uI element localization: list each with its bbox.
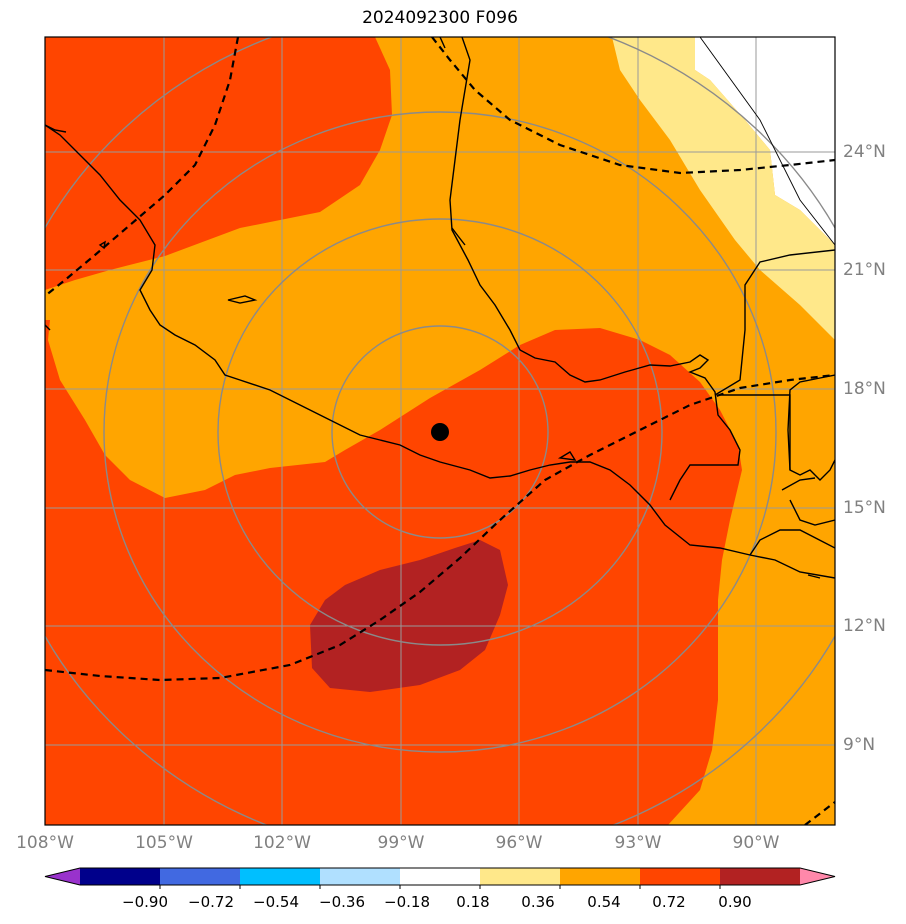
border-lines xyxy=(699,37,835,246)
map-title: 2024092300 F096 xyxy=(362,8,518,28)
colorbar-tick-label: −0.72 xyxy=(188,893,234,911)
field-036 xyxy=(612,37,835,340)
field-090 xyxy=(310,540,508,692)
colorbar-outline xyxy=(44,867,836,886)
colorbar-segment xyxy=(400,868,481,885)
colorbar-segment xyxy=(80,868,161,885)
colorbar-segment xyxy=(320,868,401,885)
colorbar-tick-label: −0.36 xyxy=(319,893,365,911)
lat-label: 18°N xyxy=(843,379,886,399)
lon-label: 99°W xyxy=(377,833,425,853)
lat-label: 15°N xyxy=(843,498,886,518)
colorbar-tick-label: −0.54 xyxy=(253,893,299,911)
map-frame xyxy=(44,36,836,826)
lat-label: 21°N xyxy=(843,260,886,280)
graticule xyxy=(45,37,835,825)
colorbar-tick-label: 0.18 xyxy=(456,893,490,911)
lon-label: 108°W xyxy=(16,833,74,853)
colorbar-extend-low xyxy=(45,868,80,885)
field-below-018 xyxy=(695,37,835,245)
colorbar-segment xyxy=(560,868,641,885)
colorbar-segment xyxy=(480,868,561,885)
lon-label: 96°W xyxy=(495,833,543,853)
colorbar-segment xyxy=(720,868,801,885)
colorbar-tick-label: 0.72 xyxy=(652,893,686,911)
lon-label: 102°W xyxy=(253,833,311,853)
lat-label: 12°N xyxy=(843,616,886,636)
range-rings xyxy=(45,37,835,825)
colorbar-tick-label: 0.54 xyxy=(587,893,621,911)
colorbar-tick-label: 0.90 xyxy=(718,893,752,911)
colorbar-tick-label: 0.36 xyxy=(521,893,555,911)
colorbar-segment xyxy=(160,868,241,885)
lon-label: 93°W xyxy=(614,833,662,853)
lon-label: 90°W xyxy=(732,833,780,853)
lat-label: 9°N xyxy=(843,735,876,755)
colorbar-segment xyxy=(240,868,321,885)
lat-label: 24°N xyxy=(843,142,886,162)
dashed-contours xyxy=(45,37,835,825)
field-072-nw xyxy=(45,37,392,290)
colorbar-segment xyxy=(640,868,721,885)
lon-label: 105°W xyxy=(135,833,193,853)
colorbar-segments xyxy=(44,867,836,889)
colorbar-tick-label: −0.18 xyxy=(384,893,430,911)
storm-center-marker xyxy=(431,423,449,441)
coastline xyxy=(45,37,835,579)
colorbar-tick-label: −0.90 xyxy=(122,893,168,911)
colorbar-extend-high xyxy=(800,868,835,885)
